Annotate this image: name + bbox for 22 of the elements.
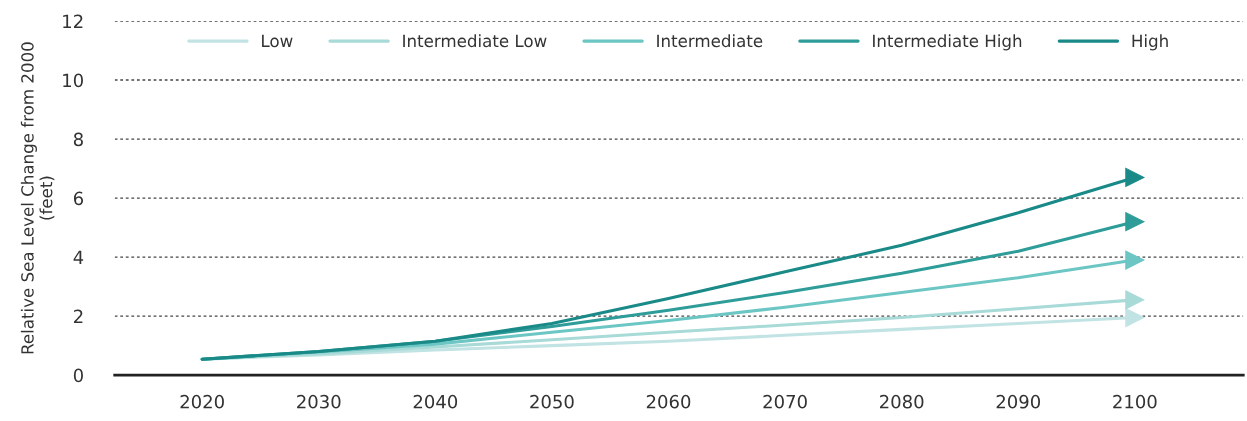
y-tick-label: 10 (63, 73, 83, 88)
y-tick-label: 4 (73, 250, 84, 264)
y-tick-label: 8 (73, 132, 83, 147)
y-tick-label: 0 (73, 368, 83, 383)
legend-label: Intermediate Low (403, 34, 547, 48)
y-axis-title: Relative Sea Level Change from 2000 (feet) (20, 42, 55, 354)
legend-label: Intermediate High (873, 34, 1022, 51)
x-tick-label: 2050 (530, 394, 574, 409)
x-tick-label: 2070 (763, 394, 807, 409)
x-tick-label: 2090 (996, 394, 1041, 409)
x-tick-label: 2100 (1113, 394, 1157, 409)
legend-label: Low (262, 34, 293, 48)
y-tick-label: 12 (63, 14, 83, 28)
x-tick-label: 2040 (413, 394, 458, 409)
x-tick-label: 2080 (880, 394, 924, 409)
x-tick-label: 2030 (297, 394, 341, 409)
x-tick-label: 2060 (646, 394, 691, 409)
legend-label: Intermediate (657, 34, 763, 48)
y-tick-label: 6 (73, 191, 84, 206)
y-tick-label: 2 (74, 309, 83, 323)
legend-label: High (1132, 34, 1168, 51)
x-tick-label: 2020 (180, 394, 224, 409)
